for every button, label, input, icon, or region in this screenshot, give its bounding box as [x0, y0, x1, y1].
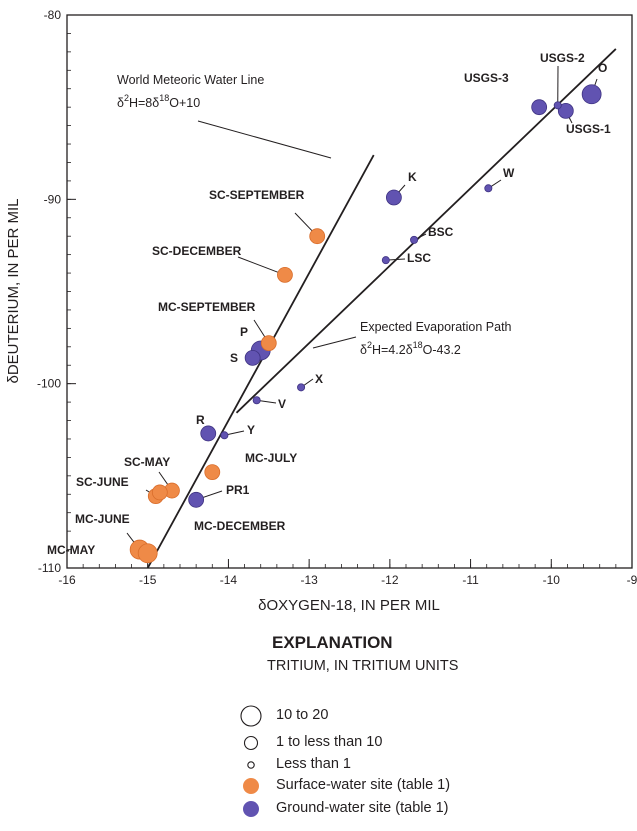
- x-tick-label: -14: [220, 573, 238, 587]
- label-mc-may: MC-MAY: [47, 543, 95, 557]
- point-pr1: [188, 491, 205, 508]
- leader-sc-december: [237, 256, 286, 276]
- y-axis-title: δDEUTERIUM, IN PER MIL: [5, 198, 22, 383]
- label-sc-june: SC-JUNE: [76, 475, 129, 489]
- wmwl-leader: [197, 120, 332, 159]
- tick-labels: -16 -15 -14 -13 -12 -11 -10 -9 -110 -100 -90 -80: [37, 8, 637, 587]
- x-axis-title: δOXYGEN-18, IN PER MIL: [258, 597, 440, 614]
- label-r: R: [196, 413, 205, 427]
- point-sc-september: [309, 228, 326, 245]
- label-bsc: BSC: [428, 225, 454, 239]
- legend-item-ground: Ground-water site (table 1): [240, 798, 600, 820]
- x-tick-label: -11: [462, 573, 479, 587]
- label-o: O: [598, 61, 607, 75]
- point-labels: SC-SEPTEMBER SC-DECEMBER MC-SEPTEMBER MC-JU…: [47, 51, 611, 557]
- meteoric-water-line: [146, 154, 375, 568]
- label-mc-june: MC-JUNE: [75, 512, 130, 526]
- label-s: S: [230, 351, 238, 365]
- point-o: [581, 84, 602, 105]
- wmwl-label: World Meteoric Water Line: [117, 73, 264, 87]
- point-k: [385, 189, 402, 206]
- point-mc-may: [137, 543, 158, 564]
- evaporation-path-line: [235, 48, 617, 414]
- large-circle-icon: [240, 705, 262, 727]
- label-usgs-2: USGS-2: [540, 51, 585, 65]
- label-usgs-3: USGS-3: [464, 71, 509, 85]
- label-sc-september: SC-SEPTEMBER: [209, 188, 305, 202]
- label-lsc: LSC: [407, 251, 431, 265]
- explanation-title: EXPLANATION: [272, 633, 393, 652]
- point-usgs-3: [531, 99, 548, 116]
- label-y: Y: [247, 423, 255, 437]
- medium-circle-icon: [243, 735, 259, 751]
- evap-label: Expected Evaporation Path: [360, 320, 512, 334]
- point-bsc: [410, 235, 419, 244]
- label-w: W: [503, 166, 515, 180]
- label-x: X: [315, 372, 323, 386]
- label-v: V: [278, 397, 286, 411]
- reference-lines: [146, 48, 617, 568]
- point-lsc: [381, 256, 390, 265]
- x-tick-label: -9: [627, 573, 637, 587]
- x-tick-label: -12: [381, 573, 399, 587]
- point-r: [200, 425, 217, 442]
- label-mc-december: MC-DECEMBER: [194, 519, 286, 533]
- label-p: P: [240, 325, 248, 339]
- point-mc-december: [151, 484, 168, 501]
- legend-label-medium: 1 to less than 10: [276, 734, 383, 750]
- label-mc-september: MC-SEPTEMBER: [158, 300, 256, 314]
- label-pr1: PR1: [226, 483, 250, 497]
- label-mc-july: MC-JULY: [245, 451, 297, 465]
- legend-item-small: Less than 1: [240, 754, 600, 776]
- surface-site-icon: [243, 778, 259, 794]
- small-circle-icon: [247, 761, 255, 769]
- point-mc-september: [260, 335, 277, 352]
- point-v: [252, 396, 261, 405]
- legend-item-large: 10 to 20: [240, 705, 600, 727]
- legend-item-surface: Surface-water site (table 1): [240, 775, 600, 797]
- legend-label-surface: Surface-water site (table 1): [276, 777, 451, 793]
- legend-item-medium: 1 to less than 10: [240, 732, 600, 754]
- x-tick-label: -16: [58, 573, 76, 587]
- evap-leader: [312, 336, 357, 349]
- point-sc-december: [277, 267, 293, 283]
- point-usgs-1: [557, 102, 574, 119]
- label-k: K: [408, 170, 417, 184]
- point-usgs-2: [553, 101, 562, 110]
- wmwl-equation: δ2H=8δ18O+10: [117, 93, 200, 110]
- point-w: [484, 184, 493, 193]
- label-usgs-1: USGS-1: [566, 122, 611, 136]
- y-tick-label: -110: [38, 561, 61, 575]
- legend-label-small: Less than 1: [276, 756, 351, 772]
- data-points: [129, 84, 602, 564]
- x-tick-label: -15: [139, 573, 157, 587]
- tick-marks: [66, 14, 633, 569]
- y-tick-label: -80: [44, 8, 62, 22]
- point-x: [297, 383, 306, 392]
- x-tick-label: -13: [300, 573, 318, 587]
- y-tick-label: -90: [44, 192, 62, 206]
- point-mc-july: [204, 464, 221, 481]
- point-y: [220, 431, 229, 440]
- x-tick-label: -10: [543, 573, 561, 587]
- label-sc-may: SC-MAY: [124, 455, 170, 469]
- point-s: [244, 349, 261, 366]
- legend-label-ground: Ground-water site (table 1): [276, 800, 449, 816]
- explanation-subtitle: TRITIUM, IN TRITIUM UNITS: [267, 658, 459, 674]
- y-tick-label: -100: [37, 377, 61, 391]
- label-sc-december: SC-DECEMBER: [152, 244, 242, 258]
- legend-label-large: 10 to 20: [276, 707, 329, 723]
- ground-site-icon: [243, 801, 259, 817]
- evap-equation: δ2H=4.2δ18O-43.2: [360, 340, 461, 357]
